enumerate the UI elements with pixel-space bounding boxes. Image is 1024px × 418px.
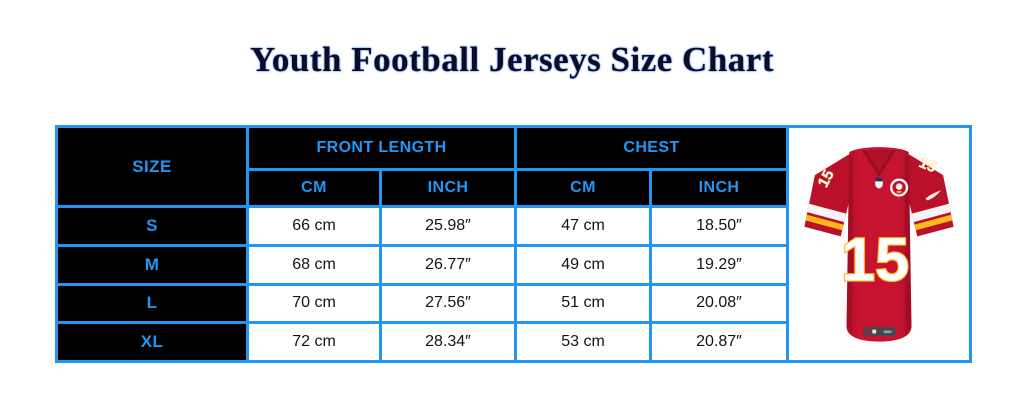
right-sleeve-stripes (907, 200, 954, 234)
chest-number: 15 (841, 225, 909, 293)
jersey-right-sleeve (907, 154, 954, 237)
subheader-chest-inch: INCH (652, 171, 786, 205)
cell-s-chest-inch: 18.50″ (652, 208, 786, 244)
left-shoulder-number: 15 (815, 167, 838, 190)
column-header-front-length: FRONT LENGTH (249, 128, 514, 168)
cell-m-front-cm: 68 cm (249, 246, 379, 283)
page-title: Youth Football Jerseys Size Chart (250, 40, 774, 79)
subheader-front-inch: INCH (382, 171, 514, 205)
cell-m-front-inch: 26.77″ (382, 246, 514, 283)
column-header-chest: CHEST (517, 128, 786, 168)
subheader-front-cm: CM (249, 171, 379, 205)
cell-l-front-inch: 27.56″ (382, 285, 514, 322)
team-patch-icon (890, 178, 909, 197)
subheader-chest-cm: CM (517, 171, 649, 205)
cell-l-front-cm: 70 cm (249, 285, 379, 322)
cell-m-chest-inch: 19.29″ (652, 246, 786, 283)
cell-s-front-cm: 66 cm (249, 208, 379, 244)
row-label-l: L (58, 285, 246, 322)
cell-xl-front-cm: 72 cm (249, 324, 379, 360)
row-label-s: S (58, 208, 246, 244)
cell-l-chest-inch: 20.08″ (652, 285, 786, 322)
row-label-xl: XL (58, 324, 246, 360)
cell-l-chest-cm: 51 cm (517, 285, 649, 322)
cell-xl-chest-cm: 53 cm (517, 324, 649, 360)
right-shoulder-number: 15 (916, 154, 939, 176)
jersey-product-image: 15 15 15 (789, 128, 969, 360)
cell-s-chest-cm: 47 cm (517, 208, 649, 244)
football-jersey-graphic: 15 15 15 (804, 147, 954, 342)
size-chart-table: SIZE FRONT LENGTH CHEST CM INCH CM INCH (55, 125, 972, 363)
cell-m-chest-cm: 49 cm (517, 246, 649, 283)
jersey-jocktag (863, 327, 896, 336)
nfl-shield-icon (875, 178, 883, 189)
sleeve-swoosh-icon (925, 190, 942, 201)
column-header-size: SIZE (58, 128, 246, 205)
jersey-left-sleeve (804, 154, 851, 237)
cell-s-front-inch: 25.98″ (382, 208, 514, 244)
cell-xl-chest-inch: 20.87″ (652, 324, 786, 360)
cell-xl-front-inch: 28.34″ (382, 324, 514, 360)
jersey-collar (861, 149, 897, 178)
left-sleeve-stripes (804, 200, 851, 234)
row-label-m: M (58, 246, 246, 283)
